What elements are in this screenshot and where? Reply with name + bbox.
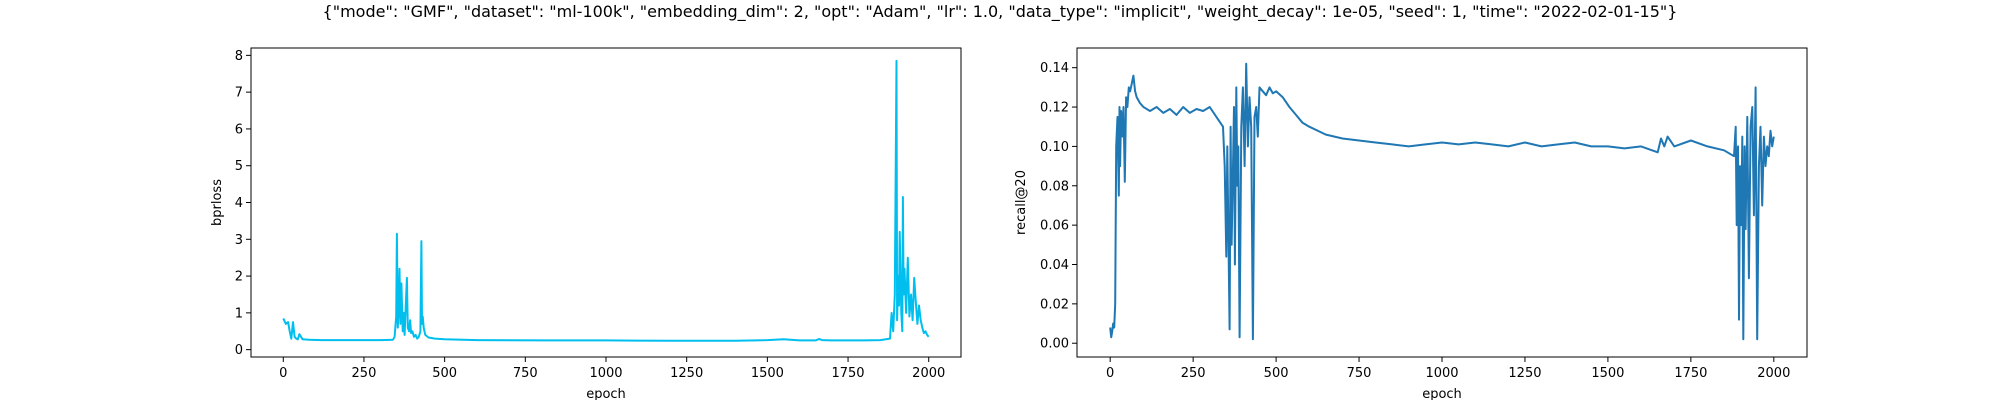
x-axis-label: epoch (1422, 387, 1462, 400)
recall-20-series-line (1109, 62, 1775, 341)
y-tick-label: 0.00 (1040, 337, 1069, 352)
bprloss-panel: 0 250 500 750 1000 1250 1500 1750 2000 0 1 2 3 4 5 6 7 8 e… (210, 47, 962, 400)
y-tick-label: 6 (235, 122, 243, 137)
x-axis-label: epoch (586, 387, 626, 400)
x-tick-label: 2000 (1757, 366, 1790, 381)
x-tick-label: 1500 (751, 366, 784, 381)
x-tick-label: 1250 (1508, 366, 1541, 381)
y-tick-label: 1 (235, 306, 243, 321)
y-tick-label: 7 (235, 86, 243, 101)
figure-title: {"mode": "GMF", "dataset": "ml-100k", "e… (322, 2, 1678, 21)
y-tick-label: 0.02 (1040, 297, 1069, 312)
x-tick-label: 2000 (912, 366, 945, 381)
axes-frame (250, 47, 962, 358)
y-tick-label: 0.08 (1040, 179, 1069, 194)
y-tick-label: 5 (235, 159, 243, 174)
x-tick-label: 1500 (1591, 366, 1624, 381)
y-tick-label: 0.10 (1040, 140, 1069, 155)
y-tick-label: 0.04 (1040, 258, 1069, 273)
bprloss-series-line (282, 59, 930, 342)
y-tick-label: 3 (235, 233, 243, 248)
x-tick-label: 1750 (1674, 366, 1707, 381)
x-tick-label: 750 (513, 366, 538, 381)
x-tick-label: 250 (1181, 366, 1206, 381)
x-tick-label: 0 (1106, 366, 1114, 381)
x-tick-label: 1250 (670, 366, 703, 381)
y-tick-label: 0.14 (1040, 61, 1069, 76)
y-axis-label: recall@20 (1014, 170, 1029, 235)
x-tick-label: 500 (1264, 366, 1289, 381)
axes-frame (1076, 47, 1808, 358)
y-tick-label: 0.12 (1040, 101, 1069, 116)
y-tick-label: 4 (235, 196, 243, 211)
x-tick-label: 750 (1347, 366, 1372, 381)
x-tick-label: 1000 (1425, 366, 1458, 381)
y-axis-label: bprloss (210, 179, 225, 226)
x-tick-label: 1000 (589, 366, 622, 381)
x-tick-label: 250 (352, 366, 377, 381)
y-tick-label: 0.06 (1040, 219, 1069, 234)
y-tick-label: 2 (235, 270, 243, 285)
x-tick-label: 500 (432, 366, 457, 381)
x-tick-label: 0 (279, 366, 287, 381)
y-tick-label: 8 (235, 49, 243, 64)
y-tick-label: 0 (235, 343, 243, 358)
recall-panel: 0 250 500 750 1000 1250 1500 1750 2000 0.00 0.02 0.… (1014, 47, 1808, 400)
x-tick-label: 1750 (831, 366, 864, 381)
